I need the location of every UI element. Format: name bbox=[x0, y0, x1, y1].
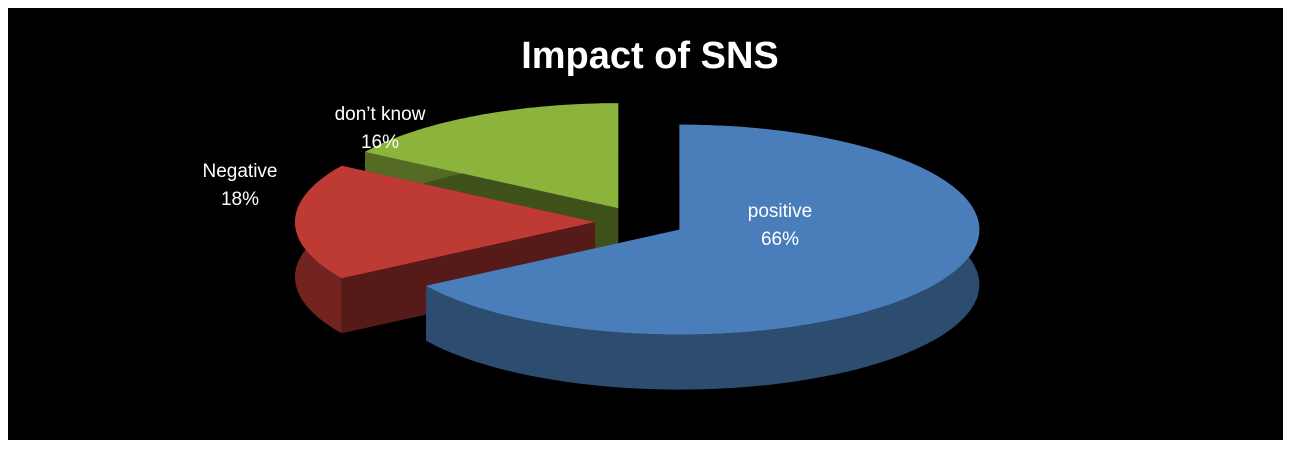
slice-top bbox=[426, 124, 980, 335]
slice-label: Negative bbox=[203, 161, 278, 182]
slice-value-label: 18% bbox=[221, 189, 259, 210]
slice-label: positive bbox=[748, 201, 812, 222]
slice-value-label: 66% bbox=[761, 229, 799, 250]
chart-title: Impact of SNS bbox=[521, 35, 779, 77]
pie-slice bbox=[426, 124, 980, 390]
slice-top bbox=[295, 165, 595, 279]
slice-label: don’t know bbox=[335, 104, 426, 125]
slice-value-label: 16% bbox=[361, 132, 399, 153]
slice-top bbox=[365, 103, 619, 209]
